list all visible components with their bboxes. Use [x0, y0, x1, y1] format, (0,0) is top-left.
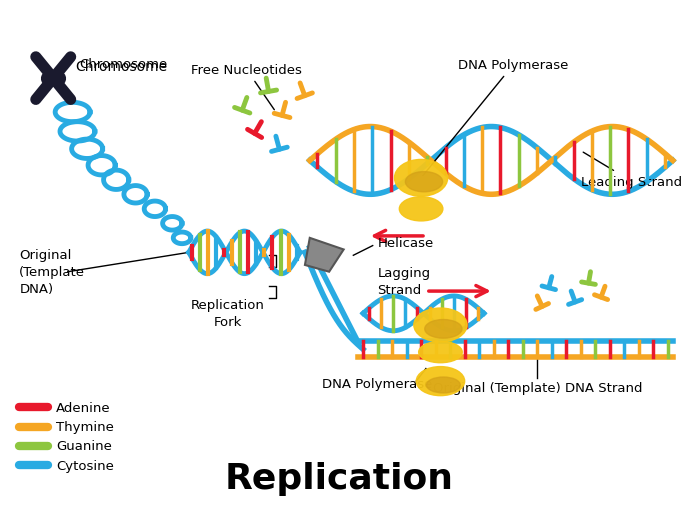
- Text: Free Nucleotides: Free Nucleotides: [191, 64, 302, 111]
- Ellipse shape: [395, 160, 448, 197]
- Text: Replication
Fork: Replication Fork: [190, 299, 265, 329]
- Ellipse shape: [416, 367, 465, 396]
- Text: DNA Polymerase: DNA Polymerase: [423, 59, 568, 176]
- Text: DNA Polymerase: DNA Polymerase: [322, 377, 433, 390]
- Text: Helicase: Helicase: [377, 237, 434, 249]
- Text: Chromosome: Chromosome: [76, 60, 167, 73]
- Ellipse shape: [419, 342, 462, 363]
- Text: Cytosine: Cytosine: [56, 459, 114, 472]
- Ellipse shape: [426, 377, 461, 393]
- Text: Chromosome: Chromosome: [79, 58, 167, 71]
- Polygon shape: [305, 238, 344, 272]
- Ellipse shape: [399, 197, 443, 222]
- Text: Original (Template) DNA Strand: Original (Template) DNA Strand: [433, 382, 642, 394]
- Text: Lagging
Strand: Lagging Strand: [377, 267, 430, 297]
- Text: Guanine: Guanine: [56, 440, 112, 452]
- Text: Leading Strand: Leading Strand: [581, 153, 682, 188]
- Text: Adenine: Adenine: [56, 401, 111, 414]
- Ellipse shape: [414, 309, 467, 342]
- Ellipse shape: [405, 172, 442, 192]
- Text: Original
(Template
DNA): Original (Template DNA): [20, 249, 85, 295]
- Text: Thymine: Thymine: [56, 420, 114, 433]
- Ellipse shape: [425, 320, 462, 338]
- Text: Replication: Replication: [224, 461, 454, 495]
